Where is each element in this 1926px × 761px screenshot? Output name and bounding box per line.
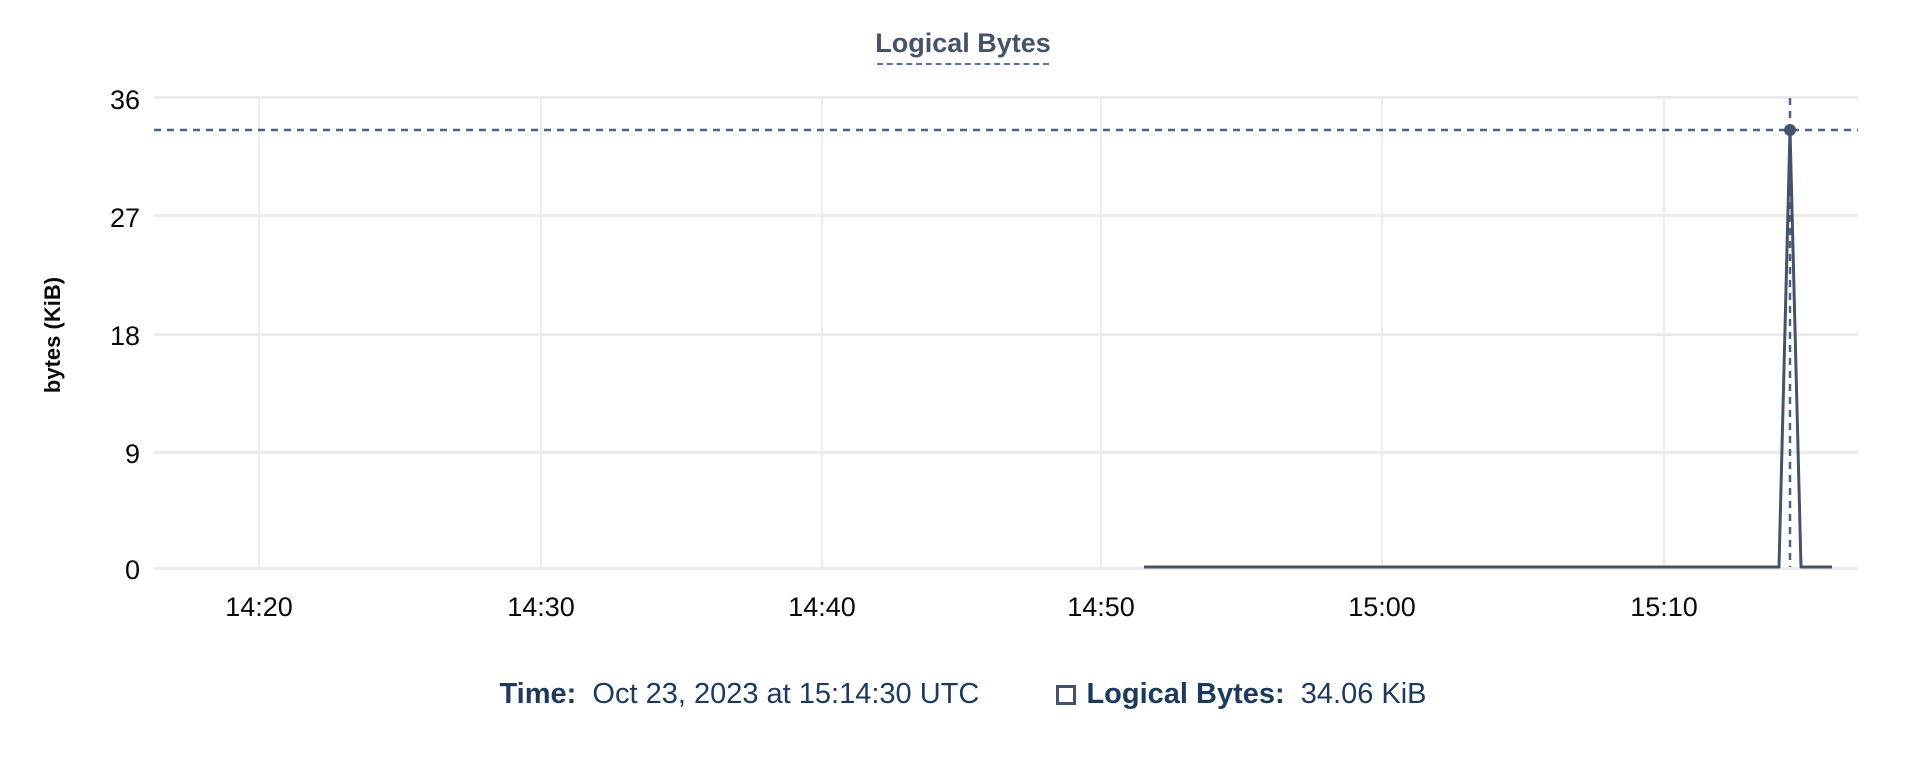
svg-text:14:50: 14:50 bbox=[1067, 592, 1135, 622]
svg-text:15:00: 15:00 bbox=[1348, 592, 1416, 622]
svg-text:14:20: 14:20 bbox=[225, 592, 293, 622]
svg-text:18: 18 bbox=[110, 321, 140, 351]
svg-text:36: 36 bbox=[110, 85, 140, 115]
svg-text:bytes (KiB): bytes (KiB) bbox=[40, 277, 65, 393]
svg-text:14:30: 14:30 bbox=[507, 592, 575, 622]
svg-text:15:10: 15:10 bbox=[1630, 592, 1698, 622]
svg-text:0: 0 bbox=[125, 555, 140, 585]
svg-text:27: 27 bbox=[110, 203, 140, 233]
svg-text:14:40: 14:40 bbox=[788, 592, 856, 622]
svg-text:9: 9 bbox=[125, 439, 140, 469]
